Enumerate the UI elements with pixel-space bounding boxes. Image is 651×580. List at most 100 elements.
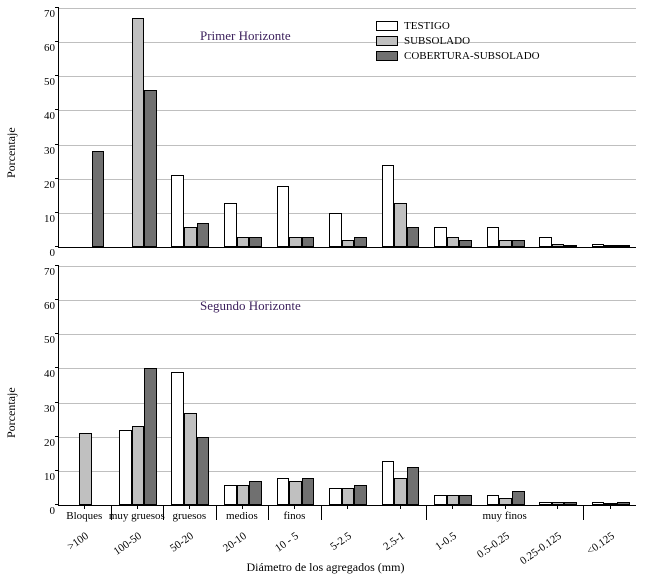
bar — [79, 433, 92, 505]
bar — [487, 495, 500, 505]
figure: Porcentaje Porcentaje 010203040506070 01… — [0, 0, 651, 574]
bar — [342, 488, 355, 505]
bar — [552, 502, 565, 505]
bar — [289, 481, 302, 505]
x-group-label: muy finos — [482, 510, 526, 522]
bar — [564, 245, 577, 247]
x-group-separator — [111, 506, 112, 520]
bar — [459, 240, 472, 247]
bar — [434, 495, 447, 505]
bar — [447, 237, 460, 247]
bar — [119, 430, 132, 505]
bar — [512, 240, 525, 247]
y-tick-label: 60 — [31, 42, 55, 54]
y-axis-label-top: Porcentaje — [4, 127, 19, 178]
y-tick-label: 70 — [31, 266, 55, 278]
bar — [407, 227, 420, 247]
y-tick-label: 50 — [31, 334, 55, 346]
bar — [354, 485, 367, 505]
bars-area — [59, 266, 636, 505]
y-tick-label: 10 — [31, 471, 55, 483]
bar — [617, 245, 630, 247]
legend-label-subsolado: SUBSOLADO — [404, 35, 470, 47]
bar — [552, 244, 565, 247]
bar — [394, 203, 407, 247]
x-group-separator — [216, 506, 217, 520]
bar — [302, 478, 315, 505]
bar — [499, 498, 512, 505]
bar — [329, 488, 342, 505]
bar — [144, 90, 157, 247]
legend-label-cobertura: COBERTURA-SUBSOLADO — [404, 50, 540, 62]
x-group-label: finos — [283, 510, 305, 522]
bar — [539, 237, 552, 247]
legend-item-cobertura: COBERTURA-SUBSOLADO — [376, 50, 540, 62]
bar — [592, 244, 605, 247]
bar — [329, 213, 342, 247]
y-tick-label: 30 — [31, 403, 55, 415]
bar — [394, 478, 407, 505]
bar — [197, 437, 210, 505]
x-group-label: Bloques — [66, 510, 102, 522]
bar — [354, 237, 367, 247]
bar — [249, 237, 262, 247]
bar — [342, 240, 355, 247]
x-group-separator — [321, 506, 322, 520]
bar — [407, 467, 420, 505]
bar — [604, 245, 617, 247]
bar — [512, 491, 525, 505]
bar — [224, 203, 237, 247]
bar — [289, 237, 302, 247]
y-tick-label: 20 — [31, 179, 55, 191]
panel-bottom: 010203040506070 — [58, 266, 636, 506]
panel-title-top: Primer Horizonte — [200, 28, 291, 44]
y-tick-label: 0 — [31, 247, 55, 259]
y-tick-label: 70 — [31, 8, 55, 20]
bar — [447, 495, 460, 505]
bar — [92, 151, 105, 247]
bar — [132, 18, 145, 247]
legend-swatch-testigo — [376, 21, 398, 31]
x-group-separator — [426, 506, 427, 520]
panel-top: 010203040506070 — [58, 8, 636, 248]
x-group-label: medios — [226, 510, 258, 522]
y-tick-label: 0 — [31, 505, 55, 517]
x-axis-label: Diámetro de los agregados (mm) — [0, 560, 651, 575]
panel-title-bottom: Segundo Horizonte — [200, 298, 301, 314]
bar — [237, 237, 250, 247]
bar — [144, 368, 157, 505]
bar — [171, 372, 184, 505]
bar — [184, 227, 197, 247]
x-group-separator — [583, 506, 584, 520]
y-tick-label: 60 — [31, 300, 55, 312]
bar — [434, 227, 447, 247]
bar — [277, 186, 290, 247]
bar — [459, 495, 472, 505]
bar — [277, 478, 290, 505]
legend-label-testigo: TESTIGO — [404, 20, 450, 32]
bar — [302, 237, 315, 247]
x-group-separator — [163, 506, 164, 520]
legend-swatch-cobertura — [376, 51, 398, 61]
bar — [249, 481, 262, 505]
bar — [617, 502, 630, 505]
y-tick-label: 30 — [31, 145, 55, 157]
bar — [171, 175, 184, 247]
bars-area — [59, 8, 636, 247]
bar — [382, 461, 395, 505]
y-tick-label: 40 — [31, 368, 55, 380]
bar — [499, 240, 512, 247]
x-group-separator — [268, 506, 269, 520]
x-group-label: muy gruesos — [109, 510, 165, 522]
legend-item-testigo: TESTIGO — [376, 20, 540, 32]
y-tick-label: 40 — [31, 110, 55, 122]
legend-swatch-subsolado — [376, 36, 398, 46]
x-group-label: gruesos — [173, 510, 207, 522]
bar — [197, 223, 210, 247]
bar — [539, 502, 552, 505]
bar — [382, 165, 395, 247]
y-tick-label: 50 — [31, 76, 55, 88]
bar — [487, 227, 500, 247]
bar — [592, 502, 605, 505]
bar — [224, 485, 237, 505]
